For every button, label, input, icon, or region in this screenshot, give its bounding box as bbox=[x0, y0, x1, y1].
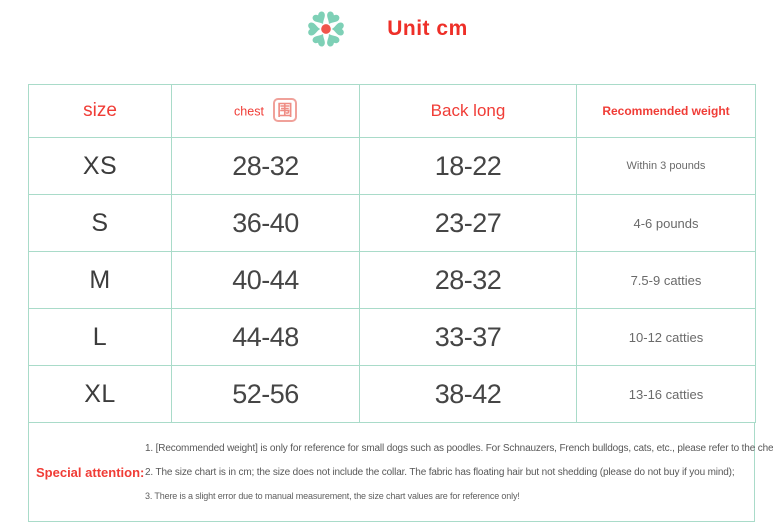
weight-cell: 7.5-9 catties bbox=[576, 251, 756, 309]
weight-cell: 4-6 pounds bbox=[576, 194, 756, 252]
col-header-chest-label: chest bbox=[234, 104, 264, 119]
chest-cell: 36-40 bbox=[171, 194, 360, 252]
notes-list: 1. [Recommended weight] is only for refe… bbox=[145, 423, 773, 521]
size-table: size chest 围 Back long Recommended weight… bbox=[28, 84, 756, 423]
col-header-recommended-weight: Recommended weight bbox=[576, 84, 756, 138]
size-cell: L bbox=[28, 308, 172, 366]
col-header-back-long-label: Back long bbox=[430, 101, 506, 120]
back-long-cell: 28-32 bbox=[359, 251, 577, 309]
chest-cell: 40-44 bbox=[171, 251, 360, 309]
back-long-cell: 33-37 bbox=[359, 308, 577, 366]
title-bar: Unit cm bbox=[0, 6, 773, 52]
weight-cell: 13-16 catties bbox=[576, 365, 756, 423]
table-row: M 40-44 28-32 7.5-9 catties bbox=[28, 251, 756, 309]
col-header-chest: chest 围 bbox=[171, 84, 360, 138]
note-item: 1. [Recommended weight] is only for refe… bbox=[145, 443, 773, 454]
size-cell: XS bbox=[28, 137, 172, 195]
special-attention-box: Special attention: 1. [Recommended weigh… bbox=[28, 423, 773, 522]
size-cell: M bbox=[28, 251, 172, 309]
chest-cell: 44-48 bbox=[171, 308, 360, 366]
page-title: Unit cm bbox=[387, 17, 468, 40]
chest-cell: 28-32 bbox=[171, 137, 360, 195]
note-item: 2. The size chart is in cm; the size doe… bbox=[145, 467, 735, 478]
back-long-cell: 18-22 bbox=[359, 137, 577, 195]
size-chart-sheet: size chest 围 Back long Recommended weight… bbox=[28, 84, 773, 522]
chest-stamp-icon: 围 bbox=[272, 97, 297, 122]
weight-cell: 10-12 catties bbox=[576, 308, 756, 366]
flower-icon bbox=[308, 11, 345, 47]
weight-cell: Within 3 pounds bbox=[576, 137, 756, 195]
col-header-size-label: size bbox=[83, 100, 117, 121]
back-long-cell: 23-27 bbox=[359, 194, 577, 252]
size-cell: S bbox=[28, 194, 172, 252]
table-row: XS 28-32 18-22 Within 3 pounds bbox=[28, 137, 756, 195]
table-row: L 44-48 33-37 10-12 catties bbox=[28, 308, 756, 366]
table-header-row: size chest 围 Back long Recommended weight bbox=[28, 84, 756, 138]
col-header-size: size bbox=[28, 84, 172, 138]
table-row: S 36-40 23-27 4-6 pounds bbox=[28, 194, 756, 252]
special-attention-label: Special attention: bbox=[36, 464, 145, 480]
chest-cell: 52-56 bbox=[171, 365, 360, 423]
col-header-back-long: Back long bbox=[359, 84, 577, 138]
back-long-cell: 38-42 bbox=[359, 365, 577, 423]
table-row: XL 52-56 38-42 13-16 catties bbox=[28, 365, 756, 423]
note-item: 3. There is a slight error due to manual… bbox=[145, 491, 520, 501]
col-header-recommended-weight-label: Recommended weight bbox=[602, 104, 730, 118]
size-cell: XL bbox=[28, 365, 172, 423]
